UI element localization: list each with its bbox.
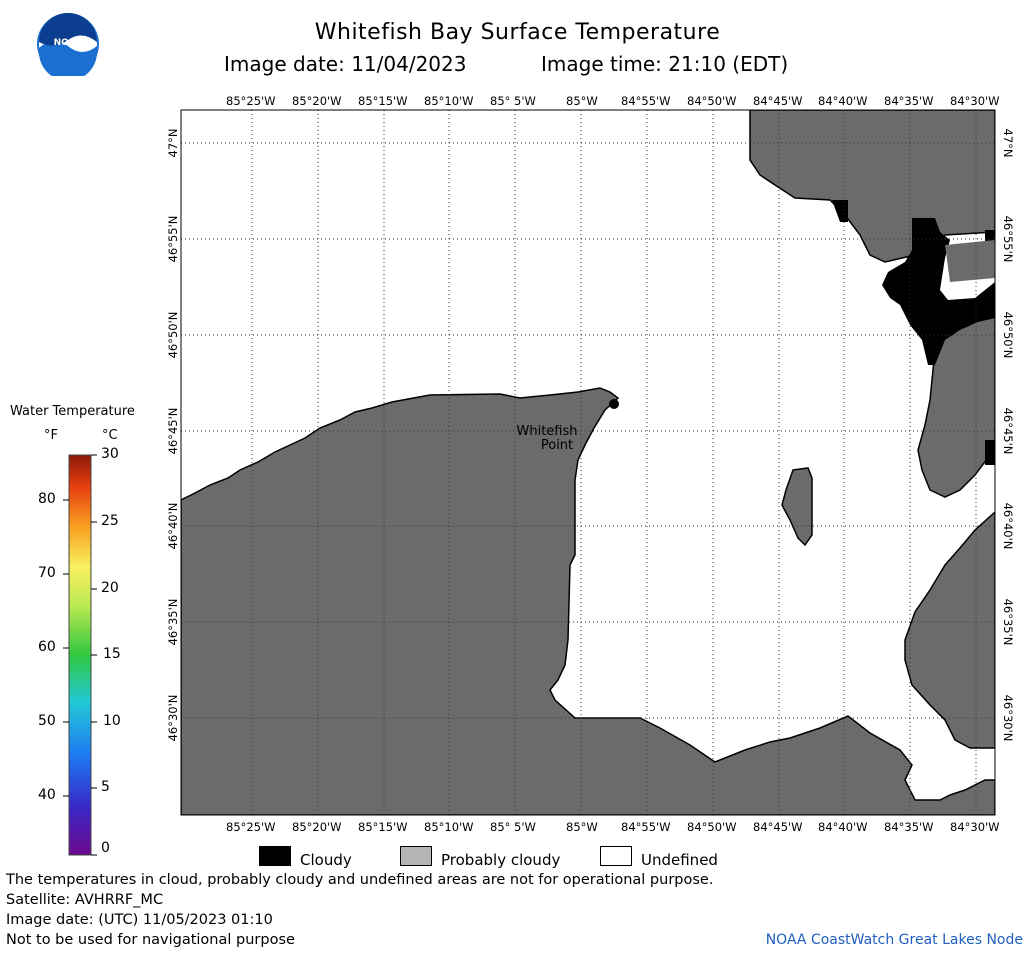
- logo-text: NOAA: [54, 38, 83, 48]
- lat-tick-left: 46°50'N: [166, 311, 180, 359]
- lat-tick-right: 46°55'N: [1001, 215, 1015, 263]
- colorbar-f-tick: 50: [38, 713, 56, 729]
- lon-tick-top: 84°50'W: [687, 94, 737, 108]
- footer-satellite: Satellite: AVHRRF_MC: [6, 892, 164, 908]
- lon-tick-top: 84°45'W: [753, 94, 803, 108]
- colorbar-c-tick: 25: [101, 513, 119, 529]
- island: [781, 467, 813, 547]
- lon-tick-bottom: 84°45'W: [753, 820, 803, 834]
- lon-tick-top: 84°35'W: [884, 94, 934, 108]
- land-patch: [945, 240, 995, 282]
- lon-tick-bottom: 84°40'W: [818, 820, 868, 834]
- colorbar-f-tick: 80: [38, 491, 56, 507]
- footer-image-date: Image date: (UTC) 11/05/2023 01:10: [6, 912, 273, 928]
- whitefish-point-marker: [609, 399, 619, 409]
- lat-tick-right: 46°40'N: [1001, 502, 1015, 550]
- lon-tick-top: 84°40'W: [818, 94, 868, 108]
- lon-tick-top: 85°10'W: [424, 94, 474, 108]
- lon-tick-bottom: 85°W: [566, 820, 598, 834]
- legend-swatch-cloudy: [259, 846, 291, 866]
- footer-navigation-warning: Not to be used for navigational purpose: [6, 932, 295, 948]
- lat-tick-left: 47°N: [166, 128, 180, 158]
- lon-tick-top: 85°20'W: [292, 94, 342, 108]
- lon-tick-top: 85°25'W: [226, 94, 276, 108]
- legend-label-cloudy: Cloudy: [300, 851, 352, 869]
- footer-disclaimer: The temperatures in cloud, probably clou…: [6, 872, 714, 888]
- legend-label-probably-cloudy: Probably cloudy: [441, 851, 561, 869]
- cloud-area-2: [832, 200, 848, 222]
- colorbar-title: Water Temperature: [10, 404, 135, 419]
- image-time-label: Image time: 21:10 (EDT): [541, 52, 789, 76]
- lon-tick-top: 84°30'W: [950, 94, 1000, 108]
- legend-swatch-probably-cloudy: [400, 846, 432, 866]
- lat-tick-left: 46°55'N: [166, 215, 180, 263]
- lat-tick-left: 46°35'N: [166, 598, 180, 646]
- colorbar: [63, 454, 97, 856]
- lon-tick-bottom: 85°20'W: [292, 820, 342, 834]
- lon-tick-bottom: 85°15'W: [358, 820, 408, 834]
- colorbar-unit-f: °F: [44, 428, 58, 443]
- lon-tick-top: 85° 5'W: [490, 94, 536, 108]
- lat-tick-left: 46°40'N: [166, 502, 180, 550]
- lon-tick-bottom: 84°55'W: [621, 820, 671, 834]
- place-label-line2: Point: [541, 438, 573, 453]
- grid: [181, 110, 995, 815]
- lat-tick-right: 46°50'N: [1001, 311, 1015, 359]
- legend-swatch-undefined: [600, 846, 632, 866]
- lat-tick-left: 46°30'N: [166, 694, 180, 742]
- cloud-area-4: [985, 440, 995, 465]
- lat-tick-right: 47°N: [1001, 128, 1015, 158]
- lon-tick-bottom: 85°10'W: [424, 820, 474, 834]
- image-date-label: Image date: 11/04/2023: [224, 52, 467, 76]
- colorbar-c-tick: 20: [101, 580, 119, 596]
- colorbar-c-tick: 5: [101, 779, 110, 795]
- chart-title: Whitefish Bay Surface Temperature: [314, 20, 721, 45]
- noaa-logo: NOAA: [37, 13, 99, 76]
- lat-tick-right: 46°45'N: [1001, 407, 1015, 455]
- lat-tick-left: 46°45'N: [166, 407, 180, 455]
- lon-tick-top: 84°55'W: [621, 94, 671, 108]
- lat-tick-right: 46°30'N: [1001, 694, 1015, 742]
- lon-tick-bottom: 85° 5'W: [490, 820, 536, 834]
- lon-tick-bottom: 84°35'W: [884, 820, 934, 834]
- colorbar-unit-c: °C: [102, 428, 118, 443]
- legend-label-undefined: Undefined: [641, 851, 718, 869]
- lon-tick-bottom: 84°30'W: [950, 820, 1000, 834]
- colorbar-c-tick: 10: [103, 713, 121, 729]
- lon-tick-bottom: 85°25'W: [226, 820, 276, 834]
- colorbar-f-tick: 60: [38, 639, 56, 655]
- credit: NOAA CoastWatch Great Lakes Node: [765, 932, 1023, 948]
- lon-tick-bottom: 84°50'W: [687, 820, 737, 834]
- colorbar-c-tick: 15: [103, 646, 121, 662]
- colorbar-c-tick: 30: [101, 446, 119, 462]
- place-label-line1: Whitefish: [516, 424, 577, 439]
- colorbar-c-tick: 0: [101, 840, 110, 856]
- lon-tick-top: 85°W: [566, 94, 598, 108]
- colorbar-f-tick: 70: [38, 565, 56, 581]
- colorbar-f-tick: 40: [38, 787, 56, 803]
- lat-tick-right: 46°35'N: [1001, 598, 1015, 646]
- lon-tick-top: 85°15'W: [358, 94, 408, 108]
- land-southeast: [904, 510, 995, 749]
